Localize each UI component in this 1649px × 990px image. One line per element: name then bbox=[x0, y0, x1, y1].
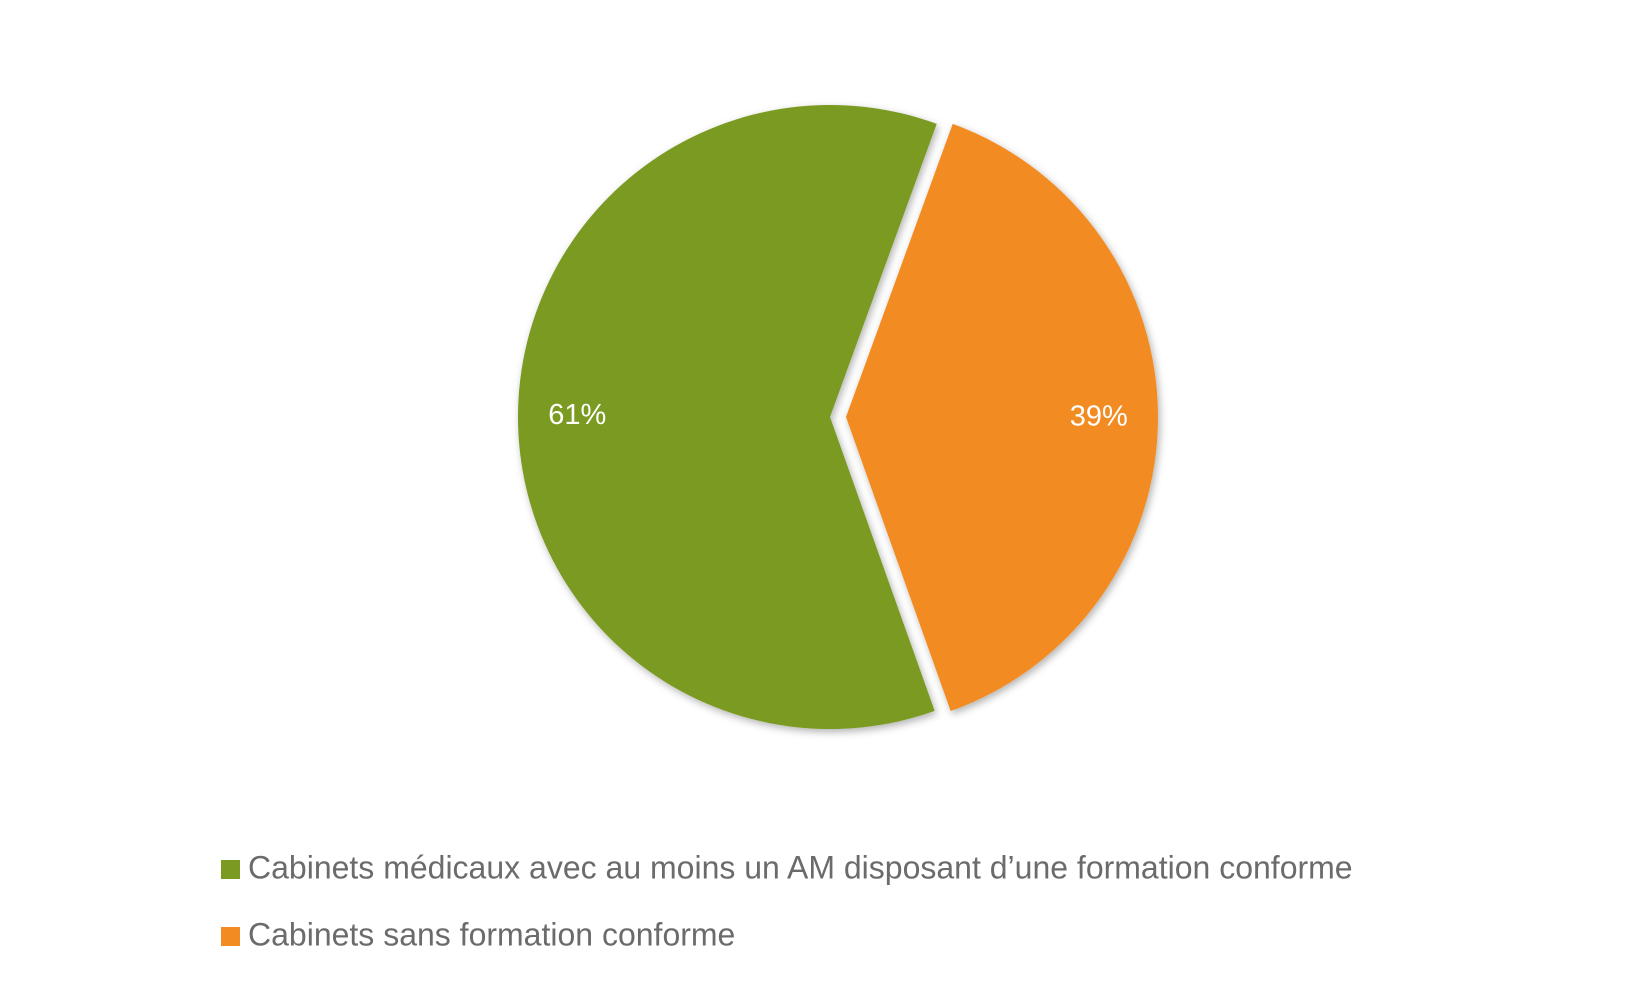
data-label: 61% bbox=[548, 399, 606, 431]
pie-slice bbox=[845, 123, 1158, 711]
legend-label: Cabinets sans formation conforme bbox=[248, 916, 735, 952]
legend: Cabinets médicaux avec au moins un AM di… bbox=[221, 849, 1353, 952]
labels: 61% 39% bbox=[548, 399, 1127, 433]
legend-label: Cabinets médicaux avec au moins un AM di… bbox=[248, 849, 1353, 885]
legend-swatch bbox=[221, 860, 240, 879]
pie-slice bbox=[518, 104, 937, 729]
pie bbox=[518, 104, 1158, 729]
data-label: 39% bbox=[1070, 401, 1128, 433]
legend-swatch bbox=[221, 927, 240, 946]
